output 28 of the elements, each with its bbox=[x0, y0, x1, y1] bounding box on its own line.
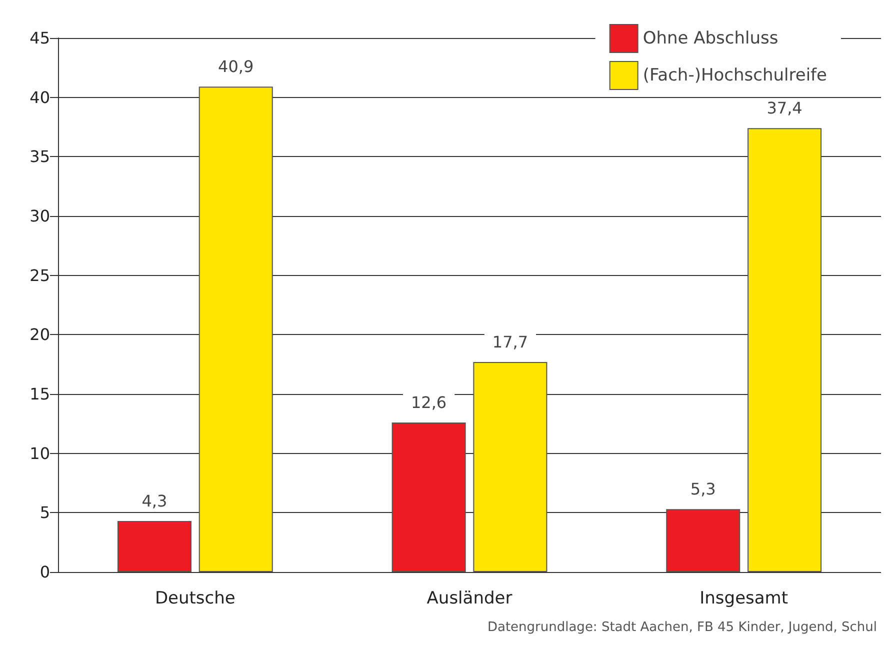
x-tick-label: Insgesamt bbox=[700, 588, 788, 608]
data-label: 40,9 bbox=[218, 57, 254, 76]
y-tick-label: 35 bbox=[30, 147, 50, 166]
y-tick-label: 30 bbox=[30, 206, 50, 226]
bar bbox=[392, 422, 466, 572]
y-tick-label: 25 bbox=[30, 266, 50, 285]
data-label: 5,3 bbox=[690, 480, 716, 499]
legend-label: (Fach-)Hochschulreife bbox=[642, 66, 828, 86]
data-label: 4,3 bbox=[142, 491, 168, 510]
y-tick-label: 5 bbox=[40, 503, 50, 522]
legend-label: Ohne Abschluss bbox=[642, 28, 778, 48]
data-label: 17,7 bbox=[492, 332, 528, 352]
x-tick-label: Deutsche bbox=[154, 588, 236, 608]
text: Datengrundlage: Stadt Aachen, FB 45 Kinder, Jugend, Schul bbox=[487, 620, 877, 635]
y-tick-label: 20 bbox=[30, 325, 50, 344]
y-tick-label: 0 bbox=[40, 562, 50, 582]
bar bbox=[748, 128, 822, 572]
bar bbox=[473, 362, 548, 572]
y-tick-label: 40 bbox=[30, 88, 50, 107]
data-label: 37,4 bbox=[766, 98, 802, 118]
x-tick-label: Ausländer bbox=[426, 588, 512, 608]
y-tick-label: 45 bbox=[30, 28, 50, 48]
y-tick-label: 10 bbox=[30, 444, 50, 463]
data-label: 12,6 bbox=[410, 392, 447, 412]
bar bbox=[666, 509, 740, 572]
bar bbox=[198, 86, 273, 572]
y-tick-label: 15 bbox=[30, 384, 50, 404]
bar bbox=[117, 520, 192, 572]
